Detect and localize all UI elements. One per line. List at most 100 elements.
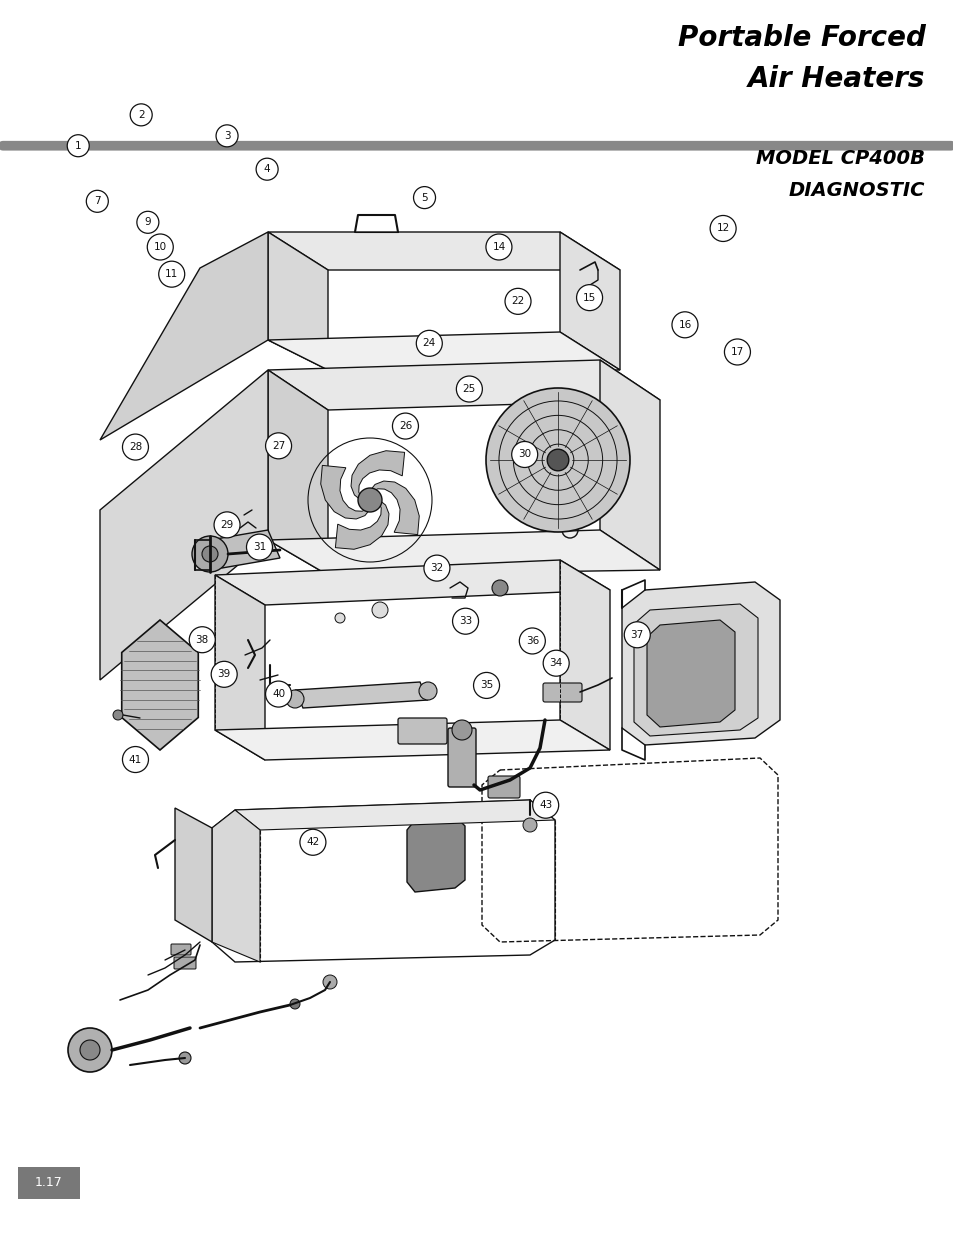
Circle shape <box>547 450 568 471</box>
Polygon shape <box>621 582 780 745</box>
Circle shape <box>265 432 292 459</box>
FancyBboxPatch shape <box>397 718 447 743</box>
Text: 42: 42 <box>306 837 319 847</box>
Text: Air Heaters: Air Heaters <box>747 64 924 93</box>
Circle shape <box>542 650 569 677</box>
Circle shape <box>122 433 149 461</box>
Text: 2: 2 <box>138 110 144 120</box>
Polygon shape <box>646 620 734 727</box>
Circle shape <box>158 261 185 288</box>
Text: 31: 31 <box>253 542 266 552</box>
Circle shape <box>211 661 237 688</box>
Circle shape <box>392 412 418 440</box>
Circle shape <box>86 190 109 212</box>
Circle shape <box>265 680 292 708</box>
FancyBboxPatch shape <box>171 944 191 955</box>
Text: MODEL CP400B: MODEL CP400B <box>756 149 924 168</box>
Circle shape <box>473 672 499 699</box>
Text: 40: 40 <box>272 689 285 699</box>
Polygon shape <box>268 332 619 370</box>
Polygon shape <box>100 370 268 680</box>
Circle shape <box>130 104 152 126</box>
Polygon shape <box>214 576 265 760</box>
Text: 1.17: 1.17 <box>35 1177 63 1189</box>
FancyBboxPatch shape <box>18 1167 80 1199</box>
Text: 32: 32 <box>430 563 443 573</box>
Circle shape <box>290 999 299 1009</box>
Circle shape <box>423 555 450 582</box>
Circle shape <box>372 601 388 618</box>
Text: 9: 9 <box>145 217 151 227</box>
Circle shape <box>416 330 442 357</box>
Circle shape <box>485 388 629 532</box>
Circle shape <box>335 613 345 622</box>
Polygon shape <box>294 682 428 708</box>
Text: 34: 34 <box>549 658 562 668</box>
Text: 7: 7 <box>94 196 100 206</box>
Circle shape <box>286 690 304 708</box>
Polygon shape <box>335 500 389 550</box>
Polygon shape <box>370 480 418 535</box>
Text: 3: 3 <box>224 131 230 141</box>
Circle shape <box>413 186 436 209</box>
Circle shape <box>576 284 602 311</box>
Text: 33: 33 <box>458 616 472 626</box>
Circle shape <box>418 682 436 700</box>
Circle shape <box>299 829 326 856</box>
Text: 12: 12 <box>716 224 729 233</box>
Polygon shape <box>100 232 268 440</box>
Polygon shape <box>351 451 404 500</box>
Circle shape <box>357 488 381 513</box>
Circle shape <box>202 546 218 562</box>
Polygon shape <box>407 816 464 892</box>
Text: 28: 28 <box>129 442 142 452</box>
Circle shape <box>323 974 336 989</box>
Circle shape <box>492 580 507 597</box>
Text: DIAGNOSTIC: DIAGNOSTIC <box>788 182 924 200</box>
Polygon shape <box>599 359 659 571</box>
Polygon shape <box>214 559 609 605</box>
Circle shape <box>112 710 123 720</box>
Circle shape <box>136 211 159 233</box>
Circle shape <box>456 375 482 403</box>
Circle shape <box>192 536 228 572</box>
Polygon shape <box>268 530 659 576</box>
Circle shape <box>452 608 478 635</box>
Text: 14: 14 <box>492 242 505 252</box>
Polygon shape <box>268 232 328 370</box>
Text: 43: 43 <box>538 800 552 810</box>
Circle shape <box>518 627 545 655</box>
Circle shape <box>80 1040 100 1060</box>
Polygon shape <box>268 359 659 410</box>
Circle shape <box>68 1028 112 1072</box>
Polygon shape <box>122 620 198 750</box>
Polygon shape <box>210 530 280 568</box>
Text: 35: 35 <box>479 680 493 690</box>
Circle shape <box>504 288 531 315</box>
Polygon shape <box>634 604 758 736</box>
Text: 36: 36 <box>525 636 538 646</box>
Polygon shape <box>174 808 212 942</box>
Polygon shape <box>268 370 328 576</box>
Circle shape <box>709 215 736 242</box>
FancyBboxPatch shape <box>488 776 519 798</box>
Polygon shape <box>559 232 619 370</box>
Circle shape <box>189 626 215 653</box>
Text: 27: 27 <box>272 441 285 451</box>
Polygon shape <box>212 810 260 962</box>
Circle shape <box>532 792 558 819</box>
Circle shape <box>67 135 90 157</box>
Circle shape <box>623 621 650 648</box>
Circle shape <box>723 338 750 366</box>
Circle shape <box>511 441 537 468</box>
Text: 38: 38 <box>195 635 209 645</box>
FancyBboxPatch shape <box>173 957 195 969</box>
Circle shape <box>485 233 512 261</box>
Polygon shape <box>320 466 370 519</box>
FancyBboxPatch shape <box>448 727 476 787</box>
Text: 26: 26 <box>398 421 412 431</box>
Text: 41: 41 <box>129 755 142 764</box>
Text: 17: 17 <box>730 347 743 357</box>
Circle shape <box>255 158 278 180</box>
Polygon shape <box>559 559 609 750</box>
